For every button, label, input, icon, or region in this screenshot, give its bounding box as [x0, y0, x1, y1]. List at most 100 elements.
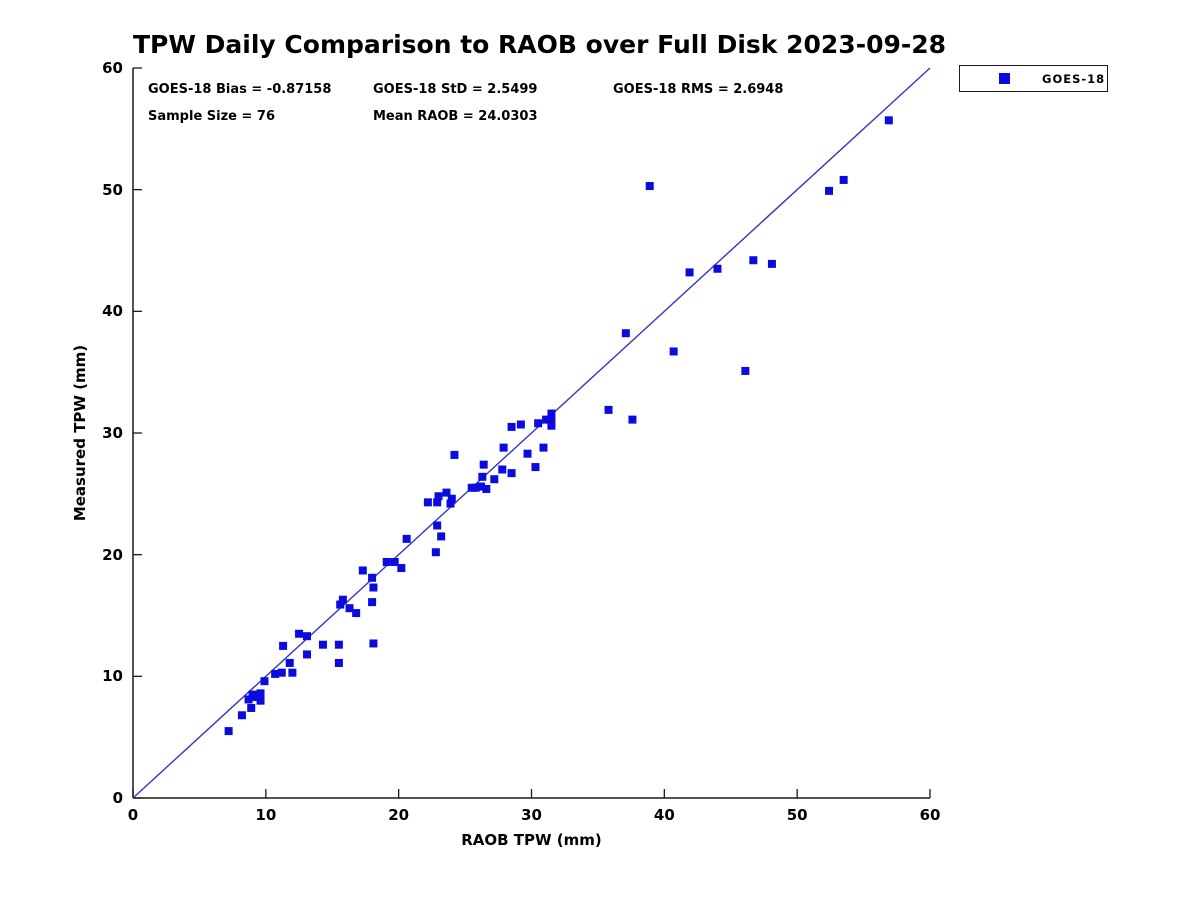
data-point [547, 421, 556, 430]
data-point [402, 534, 411, 543]
data-point [628, 415, 637, 424]
data-point [352, 609, 361, 618]
data-point [482, 484, 491, 493]
data-point [244, 695, 253, 704]
data-point [358, 566, 367, 575]
legend-series-label: GOES-18 [1042, 71, 1106, 86]
data-point [433, 521, 442, 530]
data-point [256, 696, 265, 705]
data-point [450, 450, 459, 459]
y-tick-label: 60 [102, 59, 123, 77]
identity-line [132, 67, 931, 799]
data-point [498, 465, 507, 474]
y-tick-label: 50 [102, 180, 123, 199]
x-tick-label: 60 [919, 806, 941, 824]
data-point [478, 472, 487, 481]
data-point [431, 548, 440, 557]
x-tick-label: 30 [521, 806, 542, 824]
data-point [531, 463, 540, 472]
x-tick-label: 50 [786, 806, 808, 824]
stat-rms: GOES-18 RMS = 2.6948 [613, 82, 784, 97]
data-point [749, 256, 758, 265]
data-point [604, 405, 613, 414]
data-point [825, 186, 834, 195]
data-point [336, 600, 345, 609]
y-tick-label: 10 [102, 667, 123, 686]
data-point [479, 460, 488, 469]
data-point [447, 494, 456, 503]
stat-std: GOES-18 StD = 2.5499 [373, 82, 538, 97]
data-point [547, 409, 556, 418]
data-point [490, 475, 499, 484]
legend-marker-square-icon [999, 73, 1010, 84]
data-point [713, 264, 722, 273]
data-point [741, 366, 750, 375]
data-point [345, 604, 354, 613]
data-point [645, 182, 654, 191]
data-point [318, 640, 327, 649]
data-point [884, 116, 893, 125]
data-point [368, 598, 377, 607]
data-point [397, 564, 406, 573]
y-tick-label: 40 [102, 302, 123, 321]
data-point [338, 595, 347, 604]
data-point [390, 557, 399, 566]
stat-bias: GOES-18 Bias = -0.87158 [148, 82, 332, 97]
data-point [369, 583, 378, 592]
data-point [442, 488, 451, 497]
x-tick-label: 10 [255, 806, 277, 824]
data-point [247, 703, 256, 712]
data-point [507, 422, 516, 431]
data-point [334, 658, 343, 667]
data-point [446, 499, 455, 508]
data-point [256, 689, 265, 698]
data-point [288, 668, 297, 677]
data-point [542, 415, 551, 424]
data-point [516, 420, 525, 429]
data-point [534, 419, 543, 428]
stat-mean-raob: Mean RAOB = 24.0303 [373, 109, 538, 124]
data-point [437, 532, 446, 541]
x-tick-label: 20 [388, 806, 410, 824]
data-point [523, 449, 532, 458]
x-tick-label: 40 [653, 806, 675, 824]
data-point [271, 669, 280, 678]
data-point [369, 639, 378, 648]
data-point [423, 498, 432, 507]
data-point [260, 677, 269, 686]
data-point [277, 668, 286, 677]
data-point [279, 641, 288, 650]
data-point [507, 469, 516, 478]
data-point [477, 482, 486, 491]
data-point [382, 557, 391, 566]
y-tick-label: 30 [102, 424, 123, 442]
data-point [433, 498, 442, 507]
data-point [685, 268, 694, 277]
y-tick-label: 20 [102, 545, 123, 564]
data-point [669, 347, 678, 356]
legend: GOES-18 [959, 65, 1108, 92]
y-axis-label: Measured TPW (mm) [71, 344, 89, 522]
data-point [767, 259, 776, 268]
data-point [547, 416, 556, 425]
data-point [285, 658, 294, 667]
data-point [237, 711, 246, 720]
x-tick-label: 0 [127, 806, 139, 824]
data-point [334, 640, 343, 649]
data-point [303, 650, 312, 659]
data-point [295, 629, 304, 638]
data-point [368, 573, 377, 582]
stat-sample-size: Sample Size = 76 [148, 109, 276, 124]
data-point [224, 727, 233, 736]
y-tick-label: 0 [112, 789, 123, 807]
x-axis-label: RAOB TPW (mm) [461, 831, 602, 849]
data-point [471, 483, 480, 492]
data-point [621, 329, 630, 338]
data-point [839, 175, 848, 184]
data-point [434, 492, 443, 501]
chart-title: TPW Daily Comparison to RAOB over Full D… [133, 30, 947, 59]
data-point [539, 443, 548, 452]
data-point [499, 443, 508, 452]
data-point [303, 632, 312, 641]
